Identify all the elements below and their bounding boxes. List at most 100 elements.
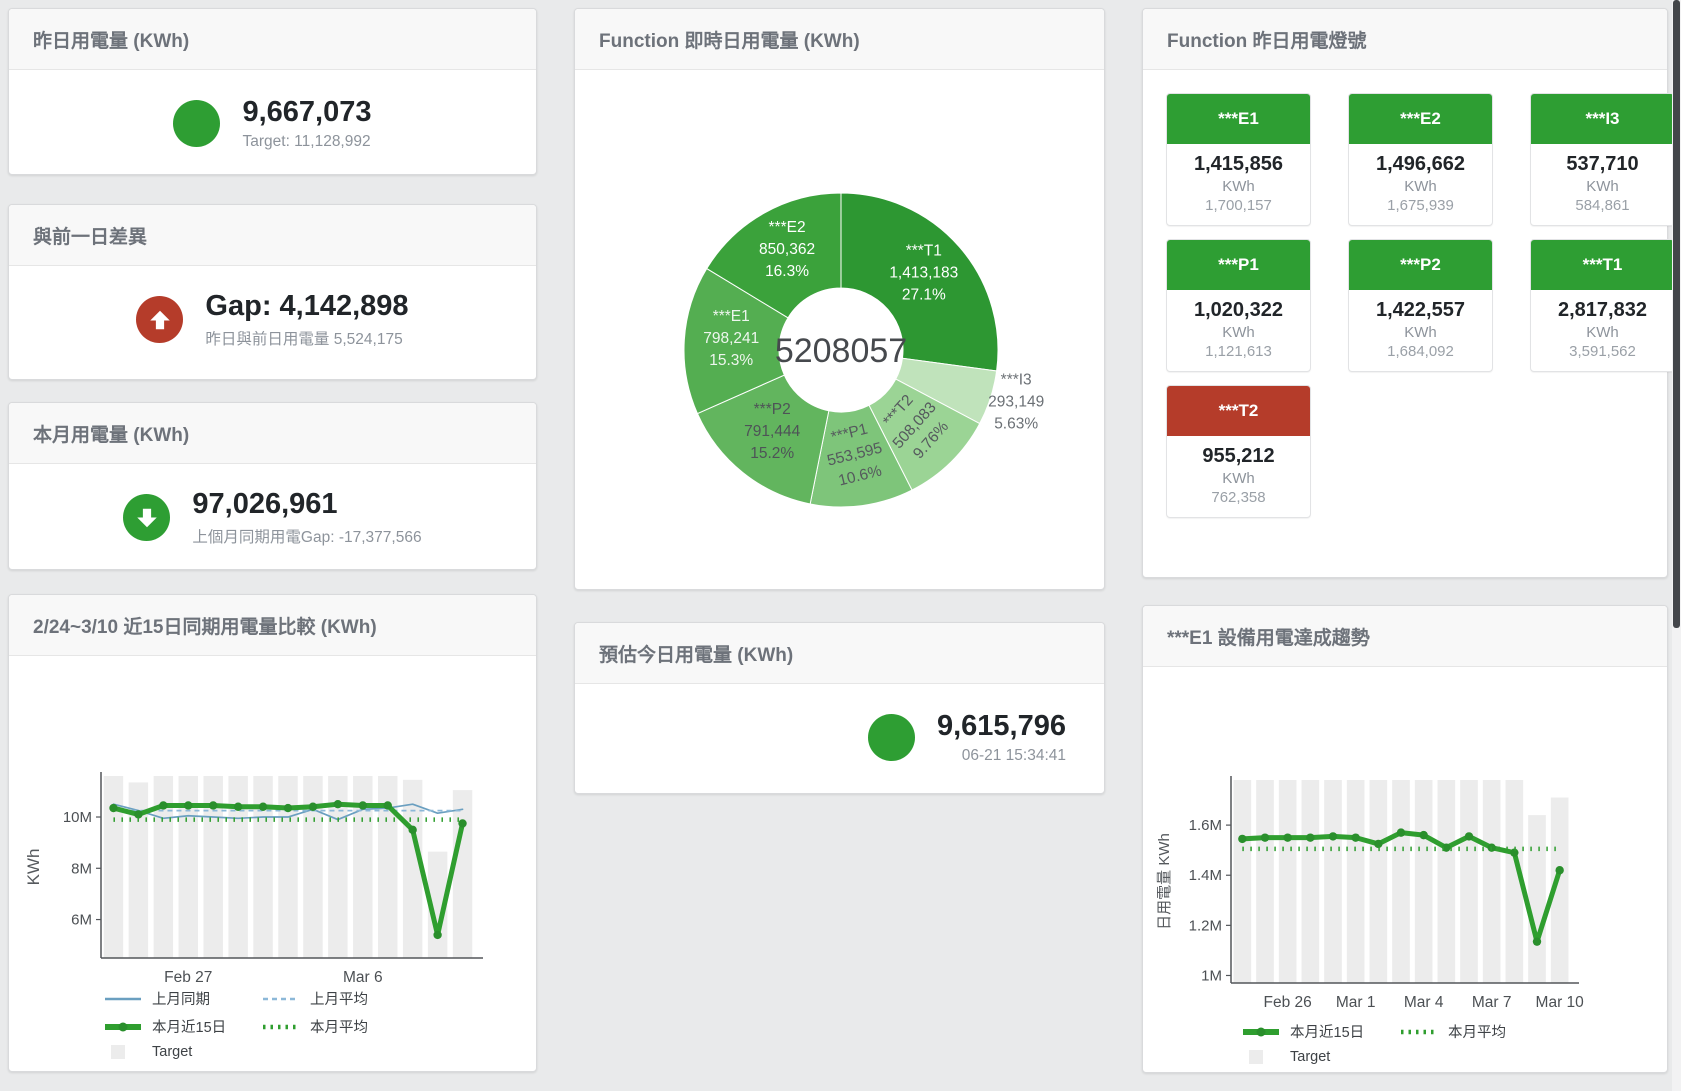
panel-day-gap: 與前一日差異 Gap: 4,142,898 昨日與前日用電量 5,524,175 (8, 204, 537, 380)
series-point[interactable] (358, 801, 367, 810)
trend-chart-body: 1M 1.2M 1.4M 1.6M Feb 26 Mar 1 Mar 4 Mar 7 Mar 1… (1143, 667, 1667, 1073)
page-scrollbar-thumb[interactable] (1673, 0, 1680, 628)
panel-estimate-title: 預估今日用電量 (KWh) (575, 623, 1104, 684)
x-tick-label: Mar 6 (343, 969, 383, 986)
series-point[interactable] (134, 810, 143, 819)
donut-slice-label: ***P2 791,444 15.2% (744, 401, 800, 462)
target-bar (278, 776, 298, 958)
series-point[interactable] (283, 803, 293, 813)
target-bar (1528, 815, 1546, 983)
series-point[interactable] (1351, 833, 1360, 842)
series-point[interactable] (209, 801, 218, 810)
tile-value: 1,496,662 (1376, 153, 1465, 175)
yesterday-value: 9,667,073 (242, 96, 372, 129)
panel-title-text: 本月用電量 (KWh) (33, 424, 190, 446)
arrow-up-circle-icon (136, 296, 184, 343)
series-point[interactable] (1238, 834, 1247, 844)
legend-label: 本月平均 (1448, 1025, 1506, 1041)
tile-header: ***E2 (1349, 94, 1492, 144)
page-scrollbar-track[interactable] (1672, 0, 1681, 1091)
series-point[interactable] (1419, 830, 1428, 840)
series-point[interactable] (333, 799, 343, 809)
series-point[interactable] (458, 819, 467, 828)
tile-body: 1,422,557 KWh 1,684,092 (1349, 290, 1492, 371)
tile-I3: ***I3 537,710 KWh 584,861 (1530, 93, 1675, 226)
series-point[interactable] (308, 802, 318, 811)
tile-E1: ***E1 1,415,856 KWh 1,700,157 (1166, 93, 1311, 226)
series-point[interactable] (1510, 848, 1519, 857)
target-bar (1256, 780, 1274, 983)
series-point[interactable] (109, 803, 118, 813)
series-point[interactable] (1532, 937, 1542, 946)
legend-item-Target[interactable]: Target (1243, 1049, 1401, 1065)
legend-item-上月平均[interactable]: 上月平均 (263, 988, 368, 1009)
lights-tile-grid: ***E1 1,415,856 KWh 1,700,157 ***E2 1,496,662… (1143, 70, 1675, 518)
series-point[interactable] (383, 801, 392, 810)
legend-item-Target[interactable]: Target (105, 1044, 263, 1060)
donut-slice-E1[interactable] (683, 267, 789, 415)
y-tick-label: 1.2M (1189, 917, 1222, 934)
month-sub: 上個月同期用電Gap: -17,377,566 (192, 528, 422, 546)
series-point[interactable] (1396, 828, 1406, 837)
day-gap-stat: Gap: 4,142,898 昨日與前日用電量 5,524,175 (9, 266, 536, 373)
month-value: 97,026,961 (192, 488, 338, 521)
tile-header: ***T2 (1167, 386, 1310, 436)
panel-trend-chart: ***E1 設備用電達成趨勢 1M 1.2M 1.4M 1.6M Feb 26 Mar 1… (1142, 605, 1668, 1073)
target-bar (103, 776, 124, 958)
series-point[interactable] (1306, 833, 1315, 842)
legend-item-本月平均[interactable]: 本月平均 (1401, 1021, 1506, 1042)
target-bar (1369, 780, 1388, 983)
series-point[interactable] (1555, 866, 1564, 875)
compare-chart[interactable]: 6M 8M 10M Feb 27 Mar 6 KWh (9, 656, 536, 986)
series-point[interactable] (1464, 832, 1474, 841)
series-point[interactable] (233, 802, 243, 811)
panel-realtime-donut: Function 即時日用電量 (KWh) ***T1 1,413,183 27.1… (574, 8, 1105, 590)
target-bar (128, 782, 149, 958)
series-line-上月同期[interactable] (112, 803, 464, 821)
series-point[interactable] (1442, 843, 1451, 852)
panel-compare-chart: 2/24~3/10 近15日同期用電量比較 (KWh) 6M 8M 10M Feb 2… (8, 594, 537, 1072)
legend-label: 本月近15日 (1290, 1025, 1365, 1041)
tile-header: ***T1 (1531, 240, 1674, 290)
series-point[interactable] (258, 802, 268, 811)
series-point[interactable] (184, 801, 193, 810)
y-tick-label: 6M (71, 912, 92, 929)
panel-trend-title: ***E1 設備用電達成趨勢 (1143, 606, 1667, 667)
donut-slice-P2[interactable] (696, 374, 830, 505)
tile-E2: ***E2 1,496,662 KWh 1,675,939 (1348, 93, 1493, 226)
tile-header: ***I3 (1531, 94, 1674, 144)
x-tick-label: Mar 4 (1404, 994, 1444, 1011)
target-bar (1392, 780, 1410, 983)
panel-month-usage: 本月用電量 (KWh) 97,026,961 上個月同期用電Gap: -17,3… (8, 402, 537, 570)
target-bar (452, 790, 473, 958)
yesterday-stat: 9,667,073 Target: 11,128,992 (9, 70, 536, 177)
series-point[interactable] (1283, 833, 1292, 842)
trend-chart[interactable]: 1M 1.2M 1.4M 1.6M Feb 26 Mar 1 Mar 4 Mar 7 Mar 1… (1143, 667, 1667, 1019)
status-circle-icon (173, 100, 221, 147)
series-point[interactable] (433, 930, 442, 940)
donut-slice-T1[interactable] (840, 192, 999, 372)
series-point[interactable] (408, 825, 417, 835)
legend-item-本月近15日[interactable]: 本月近15日 (105, 1016, 263, 1037)
tile-value: 1,415,856 (1194, 153, 1283, 175)
target-bar (178, 776, 198, 958)
estimate-stat: 9,615,796 06-21 15:34:41 (575, 684, 1104, 791)
series-point[interactable] (159, 801, 168, 810)
y-tick-label: 1.4M (1189, 867, 1222, 884)
y-axis-title: 日用電量 KWh (1156, 833, 1173, 930)
trend-chart-svg: 1M 1.2M 1.4M 1.6M Feb 26 Mar 1 Mar 4 Mar 7 Mar 1… (1156, 776, 1584, 1011)
tile-T1: ***T1 2,817,832 KWh 3,591,562 (1530, 239, 1675, 372)
donut-slice-E2[interactable] (706, 192, 842, 319)
series-point[interactable] (1328, 832, 1338, 841)
series-point[interactable] (1260, 833, 1270, 842)
donut-center-total: 5208057 (775, 332, 907, 370)
legend-item-本月近15日[interactable]: 本月近15日 (1243, 1021, 1401, 1042)
series-point[interactable] (1374, 839, 1383, 849)
legend-item-本月平均[interactable]: 本月平均 (263, 1016, 368, 1037)
tile-unit: KWh (1222, 178, 1255, 195)
x-tick-label: Mar 7 (1472, 994, 1512, 1011)
tile-value: 1,020,322 (1194, 299, 1283, 321)
donut-chart[interactable]: ***T1 1,413,183 27.1% ***I3 293,149 5.63% ***T… (575, 70, 1104, 590)
legend-item-上月同期[interactable]: 上月同期 (105, 988, 263, 1009)
day-gap-stat-text: Gap: 4,142,898 昨日與前日用電量 5,524,175 (205, 290, 408, 348)
